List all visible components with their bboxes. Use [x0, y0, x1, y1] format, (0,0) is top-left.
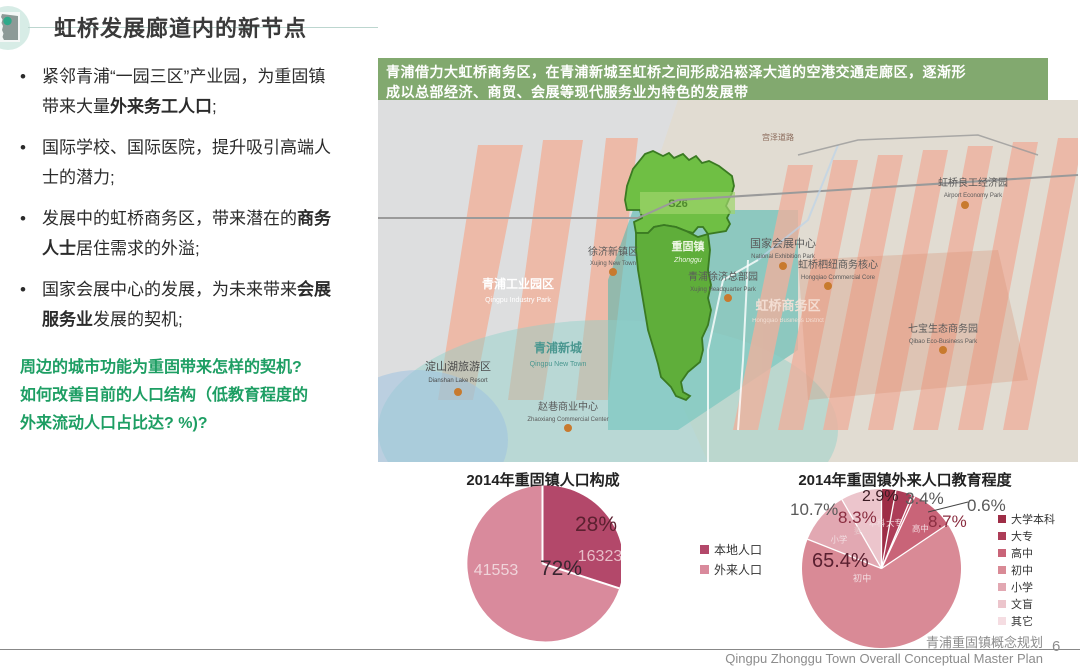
svg-text:青浦工业园区: 青浦工业园区 [482, 276, 554, 291]
svg-text:初中: 初中 [853, 572, 871, 583]
svg-text:宫泽道路: 宫泽道路 [762, 132, 794, 142]
svg-text:虹桥良工经济园: 虹桥良工经济园 [938, 176, 1008, 189]
svg-text:Qingpu Industry Park: Qingpu Industry Park [485, 297, 551, 304]
svg-text:虹桥柶纽商务核心: 虹桥柶纽商务核心 [798, 258, 878, 271]
svg-text:淀山湖旅游区: 淀山湖旅游区 [425, 359, 491, 373]
svg-text:重固镇: 重固镇 [672, 239, 705, 253]
svg-text:Qingpu New Town: Qingpu New Town [530, 361, 587, 368]
svg-text:虹桥商务区: 虹桥商务区 [755, 298, 820, 313]
svg-text:Xujing Headquarter Park: Xujing Headquarter Park [690, 287, 757, 293]
svg-text:Zhaoxiang Commercial Center: Zhaoxiang Commercial Center [527, 417, 608, 423]
svg-text:72%: 72% [540, 557, 582, 580]
svg-text:青浦新城: 青浦新城 [534, 340, 582, 355]
svg-text:Dianshan Lake Resort: Dianshan Lake Resort [428, 378, 488, 384]
svg-text:Hongqiao Business District: Hongqiao Business District [752, 318, 824, 324]
svg-text:Hongqiao Commercial Core: Hongqiao Commercial Core [801, 275, 876, 281]
svg-text:青浦徐济总部园: 青浦徐济总部园 [688, 270, 758, 283]
svg-text:Zhonggu: Zhonggu [673, 257, 702, 264]
svg-text:高中: 高中 [912, 524, 929, 534]
svg-text:徐济新镇区: 徐济新镇区 [588, 245, 638, 258]
svg-text:28%: 28% [575, 513, 617, 536]
svg-text:赵巷商业中心: 赵巷商业中心 [538, 400, 598, 413]
svg-text:大专: 大专 [886, 518, 903, 528]
svg-text:小学: 小学 [831, 535, 848, 545]
svg-text:16323: 16323 [578, 548, 621, 565]
svg-text:41553: 41553 [474, 562, 519, 579]
svg-text:Xujing New Town: Xujing New Town [590, 261, 636, 267]
svg-text:七宝生态商务园: 七宝生态商务园 [908, 322, 978, 335]
svg-text:Qibao Eco-Business Park: Qibao Eco-Business Park [909, 339, 978, 345]
svg-text:Airport Economy Park: Airport Economy Park [944, 193, 1003, 199]
svg-text:国家会展中心: 国家会展中心 [750, 236, 816, 250]
